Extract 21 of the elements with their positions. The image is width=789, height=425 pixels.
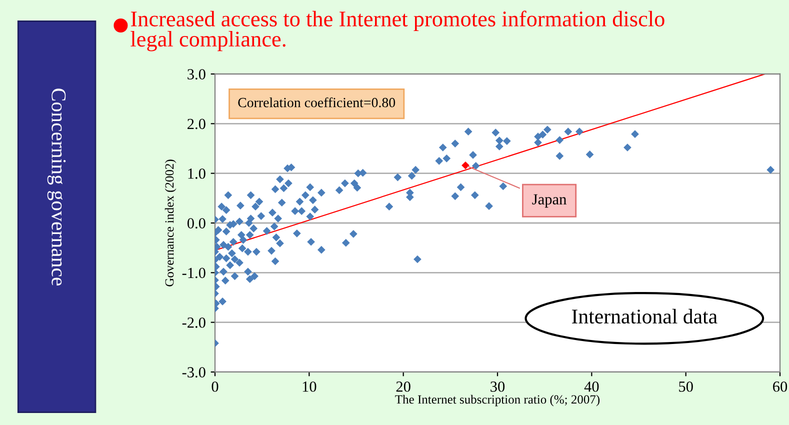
x-axis-title: The Internet subscription ratio (%; 2007) xyxy=(395,394,600,406)
y-axis-title: Governance index (2002) xyxy=(164,160,176,286)
y-tick-label: -2.0 xyxy=(182,317,206,328)
annotation: International data xyxy=(572,308,718,324)
y-tick-label: 1.0 xyxy=(188,168,206,179)
chart-title: Increased access to the Internet promotes information disclo legal compliance. xyxy=(130,10,664,52)
x-tick-label: 30 xyxy=(490,381,505,392)
x-tick-label: 20 xyxy=(396,381,410,392)
x-tick-label: 60 xyxy=(773,381,788,392)
y-tick-label: -1.0 xyxy=(182,268,206,278)
x-tick-label: 40 xyxy=(584,381,599,392)
x-tick-label: 10 xyxy=(302,381,316,392)
y-tick-label: 2.0 xyxy=(188,118,206,130)
y-tick-label: -3.0 xyxy=(182,367,206,378)
y-tick-label: 3.0 xyxy=(188,69,206,80)
text: Japan xyxy=(532,194,566,208)
x-tick-label: 50 xyxy=(679,381,693,392)
x-tick-label: 0 xyxy=(212,381,218,392)
text: Concerning governance xyxy=(47,88,66,286)
annotation: Correlation coefficient=0.80 xyxy=(238,97,396,108)
y-tick-label: 0.0 xyxy=(187,218,206,229)
